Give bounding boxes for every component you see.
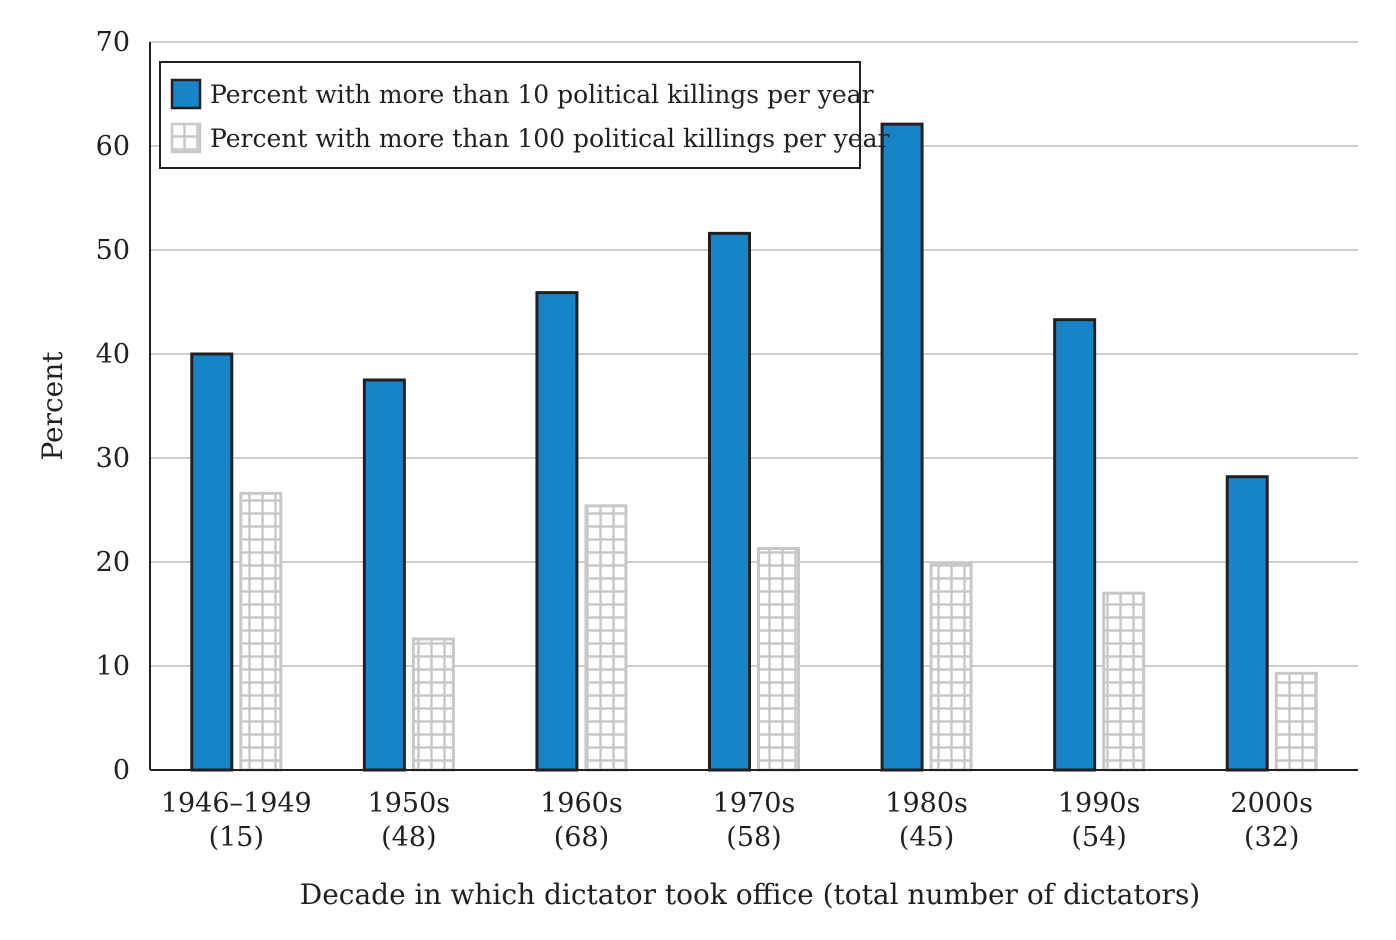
x-tick-label: 1990s (1058, 788, 1141, 819)
x-tick-label: 1950s (368, 788, 451, 819)
bar-series-2 (411, 637, 455, 772)
bar-series-1 (535, 291, 579, 772)
x-tick-label: 1946–1949 (161, 788, 312, 819)
axes (149, 42, 1358, 771)
x-tick-count-label: (58) (726, 822, 781, 853)
x-tick-label: 1980s (885, 788, 968, 819)
x-tick-count-label: (68) (554, 822, 609, 853)
bar-series-2 (584, 504, 628, 772)
bar-series-2 (239, 491, 283, 772)
legend-label-series-1: Percent with more than 10 political kill… (210, 80, 874, 109)
bar-series-2 (1102, 591, 1146, 772)
legend-label-series-2: Percent with more than 100 political kil… (210, 124, 890, 153)
x-tick-labels: 1946–1949(15) 1950s(48) 1960s(68) 1970s(58)… (161, 788, 1313, 853)
x-tick-count-label: (54) (1071, 822, 1126, 853)
y-tick-label: 30 (96, 443, 130, 474)
legend-box (159, 61, 861, 169)
bar-series-1 (708, 231, 751, 772)
bar-series-1 (190, 352, 234, 772)
x-tick-count-label: (45) (899, 822, 954, 853)
y-tick-label: 20 (96, 547, 130, 578)
y-tick-label: 60 (96, 131, 130, 162)
x-tick-count-label: (32) (1244, 822, 1299, 853)
y-tick-label: 70 (96, 27, 130, 58)
y-tick-label: 40 (96, 339, 130, 370)
bars (190, 122, 1318, 772)
x-tick-count-label: (48) (381, 822, 436, 853)
x-tick-label: 1970s (713, 788, 796, 819)
y-tick-labels: 0 10 20 30 40 50 60 70 (96, 27, 130, 786)
x-tick-label: 1960s (540, 788, 623, 819)
bar-series-1 (1225, 475, 1269, 772)
x-tick-count-label: (15) (209, 822, 264, 853)
bar-series-1 (880, 122, 924, 772)
bar-series-2 (1274, 671, 1318, 772)
legend: Percent with more than 10 political kill… (159, 61, 890, 169)
bar-series-1 (1053, 318, 1097, 772)
y-tick-label: 50 (96, 235, 130, 266)
y-axis-title: Percent (36, 351, 69, 461)
bar-series-2 (757, 546, 800, 772)
x-axis-title: Decade in which dictator took office (to… (300, 878, 1200, 911)
bar-series-1 (362, 378, 406, 772)
legend-swatch-series-2 (170, 122, 202, 154)
x-tick-label: 2000s (1230, 788, 1313, 819)
y-tick-label: 0 (113, 755, 130, 786)
bar-series-2 (929, 561, 973, 772)
y-tick-label: 10 (96, 651, 130, 682)
legend-swatch-series-1 (170, 78, 202, 110)
